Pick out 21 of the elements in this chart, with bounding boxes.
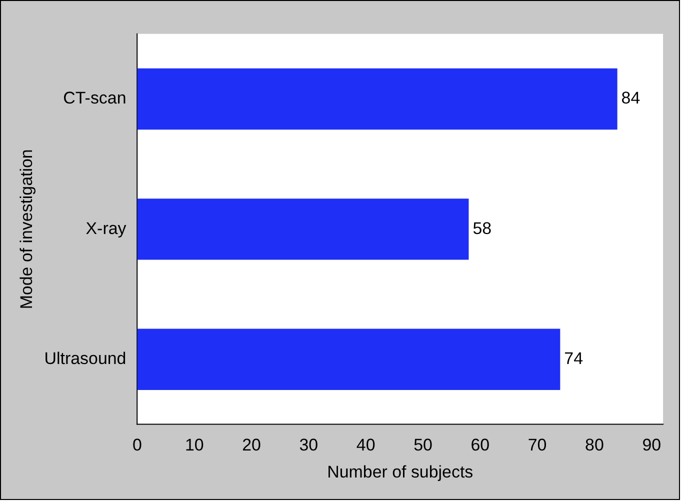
bar <box>137 328 560 390</box>
x-tick-label: 90 <box>642 435 662 454</box>
x-tick-label: 10 <box>184 435 204 454</box>
data-label: 58 <box>472 218 492 238</box>
x-axis-title: Number of subjects <box>327 462 474 482</box>
x-tick-label: 70 <box>528 435 547 454</box>
x-tick-label: 50 <box>414 435 432 454</box>
x-tick-label: 20 <box>242 435 261 454</box>
y-tick-label: Ultrasound <box>44 349 126 368</box>
x-tick-label: 0 <box>132 435 142 454</box>
x-tick-label: 30 <box>299 435 318 454</box>
data-label: 84 <box>621 88 640 108</box>
x-tick-label: 80 <box>585 435 604 454</box>
data-label: 74 <box>564 349 584 368</box>
bar <box>137 198 469 260</box>
x-tick-label: 60 <box>470 435 490 454</box>
y-tick-label: CT-scan <box>63 88 126 108</box>
y-axis-title: Mode of investigation <box>16 149 36 310</box>
bar <box>137 68 618 130</box>
y-tick-label: X-ray <box>86 218 127 238</box>
x-tick-label: 40 <box>356 435 376 454</box>
